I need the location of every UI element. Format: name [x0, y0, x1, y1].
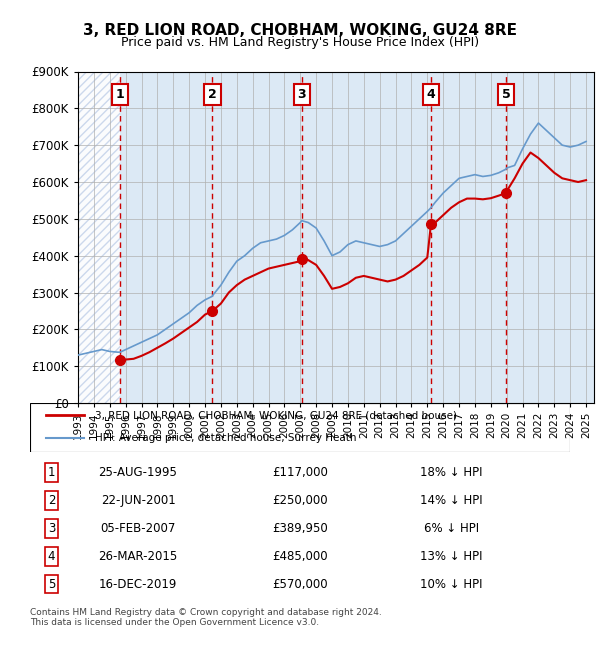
- Text: Price paid vs. HM Land Registry's House Price Index (HPI): Price paid vs. HM Land Registry's House …: [121, 36, 479, 49]
- Bar: [78, 72, 120, 403]
- Text: 5: 5: [502, 88, 511, 101]
- Text: 22-JUN-2001: 22-JUN-2001: [101, 494, 175, 507]
- Text: 25-AUG-1995: 25-AUG-1995: [98, 465, 178, 478]
- Text: 2: 2: [208, 88, 217, 101]
- Text: 4: 4: [48, 550, 55, 563]
- Text: 4: 4: [427, 88, 436, 101]
- Text: 2: 2: [48, 494, 55, 507]
- Text: £570,000: £570,000: [272, 578, 328, 590]
- Text: 26-MAR-2015: 26-MAR-2015: [98, 550, 178, 563]
- Text: 3: 3: [48, 521, 55, 534]
- Text: 5: 5: [48, 578, 55, 590]
- Text: 1: 1: [48, 465, 55, 478]
- Text: 3, RED LION ROAD, CHOBHAM, WOKING, GU24 8RE (detached house): 3, RED LION ROAD, CHOBHAM, WOKING, GU24 …: [95, 410, 457, 420]
- Text: 05-FEB-2007: 05-FEB-2007: [100, 521, 176, 534]
- Text: £389,950: £389,950: [272, 521, 328, 534]
- Text: 1: 1: [116, 88, 124, 101]
- Text: 13% ↓ HPI: 13% ↓ HPI: [420, 550, 482, 563]
- Text: Contains HM Land Registry data © Crown copyright and database right 2024.
This d: Contains HM Land Registry data © Crown c…: [30, 608, 382, 627]
- Text: 3, RED LION ROAD, CHOBHAM, WOKING, GU24 8RE: 3, RED LION ROAD, CHOBHAM, WOKING, GU24 …: [83, 23, 517, 38]
- Text: 10% ↓ HPI: 10% ↓ HPI: [420, 578, 482, 590]
- Text: HPI: Average price, detached house, Surrey Heath: HPI: Average price, detached house, Surr…: [95, 433, 356, 443]
- Text: 3: 3: [298, 88, 306, 101]
- Text: £250,000: £250,000: [272, 494, 328, 507]
- Text: 14% ↓ HPI: 14% ↓ HPI: [420, 494, 482, 507]
- Text: 18% ↓ HPI: 18% ↓ HPI: [420, 465, 482, 478]
- Text: 6% ↓ HPI: 6% ↓ HPI: [424, 521, 479, 534]
- Text: 16-DEC-2019: 16-DEC-2019: [99, 578, 177, 590]
- Text: £117,000: £117,000: [272, 465, 328, 478]
- Text: £485,000: £485,000: [272, 550, 328, 563]
